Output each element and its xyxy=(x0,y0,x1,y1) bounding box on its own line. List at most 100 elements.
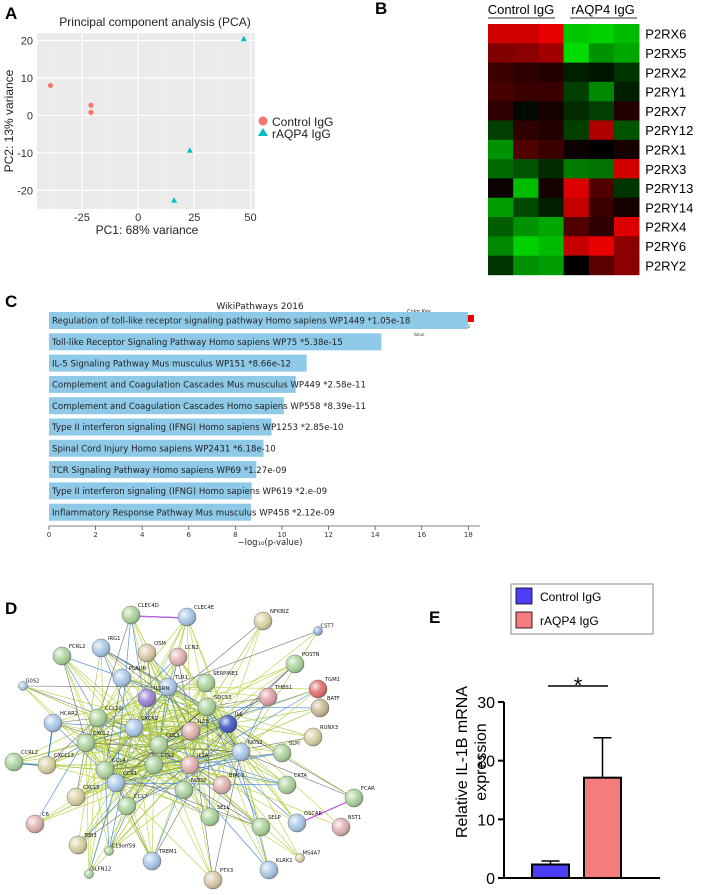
network-node-label: CXCL13 xyxy=(54,753,74,759)
network-node-sheen xyxy=(89,709,107,727)
heatmap-cell xyxy=(563,101,590,121)
panel-letter-b: B xyxy=(375,0,387,18)
network-edge xyxy=(22,685,169,688)
heatmap-cell xyxy=(614,81,640,102)
wiki-x-axis-label: −log₁₀(p-value) xyxy=(238,538,303,548)
wiki-bar-label: TCR Signaling Pathway Homo sapiens WP69 … xyxy=(51,466,287,476)
heatmap-cell xyxy=(563,197,590,218)
network-edge xyxy=(97,717,192,732)
network-edge xyxy=(167,630,319,688)
heatmap-cell xyxy=(488,120,514,141)
il1b-y-tick-label: 20 xyxy=(477,754,495,771)
heatmap-cell xyxy=(513,62,539,83)
network-edge xyxy=(189,736,314,766)
pca-plot: -25 0 25 50 20 10 0 -10 -20 xyxy=(17,33,257,224)
heatmap-cells xyxy=(488,24,640,276)
il1b-legend: Control IgG rAQP4 IgG xyxy=(510,583,654,635)
pca-x-tick-label: 50 xyxy=(244,212,256,224)
network-edge xyxy=(85,677,123,744)
network-edge xyxy=(212,751,242,881)
network-edge xyxy=(85,742,110,852)
pca-y-tick-label: 10 xyxy=(21,73,33,85)
network-node-sheen xyxy=(18,681,28,691)
heatmap-cell xyxy=(513,217,539,237)
network-edge xyxy=(104,769,223,786)
network-node-label: CIITA xyxy=(294,773,307,779)
network-edge xyxy=(61,655,155,766)
heatmap-cell xyxy=(538,43,564,63)
network-edge xyxy=(104,744,160,771)
wiki-bar-label: Complement and Coagulation Cascades Mus … xyxy=(52,381,366,391)
network-node-label: SELP xyxy=(268,815,281,821)
network-node-label: CLEC4D xyxy=(138,603,159,609)
network-edge xyxy=(97,706,208,719)
network-node-sheen xyxy=(278,776,296,794)
network-edge xyxy=(177,656,208,708)
heatmap-cell xyxy=(488,101,514,121)
network-node-label: BIRC3 xyxy=(229,773,244,779)
heatmap-cell xyxy=(614,255,640,276)
network-edge xyxy=(190,730,270,871)
pca-y-tick-label: 20 xyxy=(21,35,33,47)
network-edge xyxy=(104,769,110,852)
heatmap-cell xyxy=(488,236,514,256)
wiki-bar xyxy=(49,461,257,479)
heatmap-cell xyxy=(588,101,615,121)
network-node-label: EBI3 xyxy=(85,833,97,839)
pca-points xyxy=(47,35,247,203)
heatmap-row-label: P2RX4 xyxy=(645,220,686,235)
network-edge xyxy=(190,730,298,824)
pca-gridlines xyxy=(37,33,255,209)
network-edge xyxy=(85,730,192,744)
heatmap-cell xyxy=(588,43,615,63)
network-node-label: CST7 xyxy=(321,624,334,630)
heatmap-cell xyxy=(614,120,640,141)
network-node-sheen xyxy=(138,644,156,662)
heatmap-row-label: P2RY12 xyxy=(645,123,693,138)
heatmap-cell xyxy=(563,139,590,160)
network-node-label: G0S2 xyxy=(26,679,40,685)
heatmap-cell xyxy=(513,24,539,44)
wiki-bar-label: Regulation of toll-like receptor signali… xyxy=(52,317,410,327)
heatmap-row-label: P2RX3 xyxy=(645,162,686,177)
network-node-sheen xyxy=(232,743,250,761)
network-node-label: OSCAR xyxy=(304,811,323,817)
pca-y-tick-label: 0 xyxy=(27,110,33,122)
network-node-sheen xyxy=(84,869,94,879)
network-edge xyxy=(46,764,117,784)
network-edge xyxy=(97,717,128,807)
heatmap-cell xyxy=(588,120,615,141)
pca-point-raqp4 xyxy=(186,147,193,153)
network-edge xyxy=(227,723,298,824)
network-edge xyxy=(227,723,342,828)
network-edge xyxy=(115,782,262,828)
heatmap-cell xyxy=(563,217,590,237)
network-node-sheen xyxy=(332,818,350,836)
network-edge xyxy=(206,620,264,708)
heatmap-row-label: P2RY13 xyxy=(645,181,693,196)
network-edge xyxy=(13,742,87,763)
network-node-sheen xyxy=(345,789,363,807)
network-edge xyxy=(240,751,288,786)
heatmap-cell xyxy=(588,236,615,256)
network-edge xyxy=(13,727,135,763)
wiki-bar xyxy=(49,333,382,351)
il1b-bar xyxy=(583,776,622,879)
heatmap-cell xyxy=(563,120,590,141)
network-edge xyxy=(126,744,160,807)
network-node-label: CXCL5 xyxy=(83,785,100,791)
network-edge xyxy=(46,764,106,771)
network-edge xyxy=(133,723,229,729)
heatmap-cell xyxy=(563,24,590,44)
wiki-x-tick-label: 0 xyxy=(47,531,51,539)
network-node-label: IL1A xyxy=(197,753,209,759)
network-node-label: NOD2 xyxy=(191,778,206,784)
wiki-x-tick-label: 4 xyxy=(140,531,145,539)
network-node-label: CCRL2 xyxy=(21,750,38,756)
network-node-label: NOS2 xyxy=(248,740,263,746)
network-edge xyxy=(115,652,148,784)
network-node-sheen xyxy=(288,814,306,832)
network-node-label: CLEC4E xyxy=(194,605,214,611)
heatmap-row-label: P2RY2 xyxy=(645,258,686,273)
